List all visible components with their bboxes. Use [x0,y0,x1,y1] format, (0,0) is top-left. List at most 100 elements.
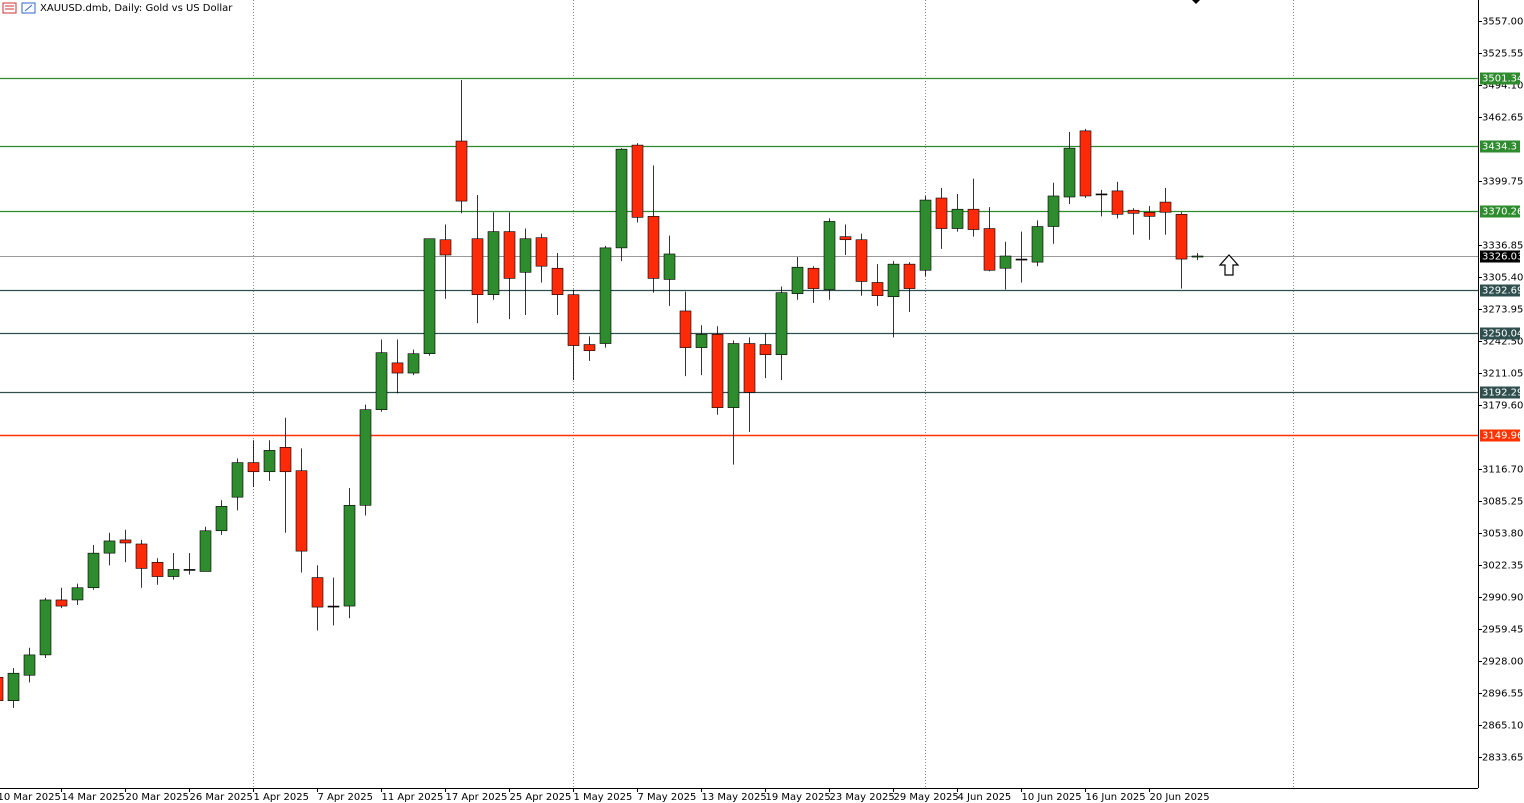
candle-body [471,238,484,295]
candle-body [1159,201,1172,213]
candle-body [535,237,548,267]
candle-body [1191,255,1204,258]
icon [24,4,33,12]
candle-body [951,208,964,229]
candle-body [423,238,436,355]
y-tick-label: 2990.90 [1482,593,1523,604]
x-tick-label: 11 Apr 2025 [382,792,444,803]
y-tick-label: 3494.10 [1482,81,1523,92]
level-label: 3250.04 [1482,329,1523,340]
candle-body [903,263,916,289]
candle-body [343,505,356,607]
y-tick-label: 3116.70 [1482,465,1523,476]
candle-body [791,266,804,294]
y-tick-label: 3462.65 [1482,113,1523,124]
x-tick-label: 4 Jun 2025 [958,792,1012,803]
candle-body [0,676,4,701]
candle-body [823,221,836,290]
x-tick-label: 26 Mar 2025 [190,792,253,803]
candle-body [807,267,820,289]
candle-body [119,539,132,544]
level-label-box [1480,140,1520,153]
level-label-box [1480,205,1520,218]
y-tick-label: 3211.05 [1482,369,1523,380]
x-tick-label: 25 Apr 2025 [510,792,572,803]
candle-body [1175,213,1188,260]
candle-body [583,344,596,351]
candle-body [775,292,788,356]
level-label-box [1480,250,1520,263]
candle-body [327,605,340,608]
y-tick-label: 3085.25 [1482,497,1523,508]
candle-body [503,231,516,279]
level-label-box [1480,429,1520,442]
y-tick-label: 3399.75 [1482,177,1523,188]
candle-body [983,228,996,271]
x-tick-label: 14 Mar 2025 [62,792,125,803]
y-tick-label: 3273.95 [1482,305,1523,316]
price-axis: 3557.00 3525.55 3494.10 3462.65 3399.75 3336.… [1478,17,1523,764]
candle-body [39,599,52,656]
y-tick-label: 3336.85 [1482,241,1523,252]
candle-body [311,577,324,608]
levels [0,77,1478,437]
candle-body [359,409,372,506]
x-tick-label: 19 May 2025 [766,792,831,803]
candle-body [871,282,884,297]
candle-body [1015,258,1028,261]
y-tick-label: 3525.55 [1482,49,1523,60]
candle-body [839,236,852,241]
level-label: 3501.34 [1482,74,1523,85]
candle-body [679,310,692,348]
y-tick-label: 2896.55 [1482,689,1523,700]
x-tick-label: 7 Apr 2025 [318,792,373,803]
candle-body [615,148,628,249]
candle-body [87,552,100,589]
candle-body [247,462,260,473]
candle-body [55,599,68,607]
level-label-box [1480,386,1520,399]
candle-body [135,543,148,569]
marker [1192,0,1200,4]
x-tick-label: 1 Apr 2025 [254,792,309,803]
candle-body [967,208,980,230]
arrow-object [1218,254,1240,276]
candle-body [519,238,532,273]
candle-body [439,239,452,256]
y-tick-label: 2865.10 [1482,721,1523,732]
candle-body [455,140,468,202]
y-tick-label: 3305.40 [1482,273,1523,284]
candle-body [567,294,580,346]
candle-body [1127,209,1140,214]
candle-body [1047,195,1060,227]
y-tick-label: 3242.50 [1482,337,1523,348]
icon [2,2,17,14]
x-tick-label: 7 May 2025 [638,792,697,803]
candle-body [391,362,404,374]
y-tick-label: 3053.80 [1482,529,1523,540]
candle-body [695,334,708,348]
y-tick-label: 3179.60 [1482,401,1523,412]
candle-body [151,562,164,577]
candle-body [711,334,724,408]
y-tick-label: 2833.65 [1482,753,1523,764]
x-tick-label: 10 Mar 2025 [0,792,61,803]
x-tick-label: 13 May 2025 [702,792,767,803]
candle-body [215,506,228,532]
level-label: 3370.26 [1482,207,1523,218]
time-axis: 10 Mar 2025 14 Mar 2025 20 Mar 2025 26 Mar … [0,788,1210,803]
candle-body [1031,226,1044,263]
candle-body [1095,193,1108,196]
x-tick-label: 23 May 2025 [830,792,895,803]
x-tick-label: 17 Apr 2025 [446,792,508,803]
candle-body [663,253,676,280]
candle-body [935,197,948,229]
candle-body [1111,190,1124,215]
candle-body [295,470,308,552]
chart-title: XAUUSD.dmb, Daily: Gold vs US Dollar [40,3,233,14]
y-tick-label: 2928.00 [1482,657,1523,668]
candle-body [1143,211,1156,217]
